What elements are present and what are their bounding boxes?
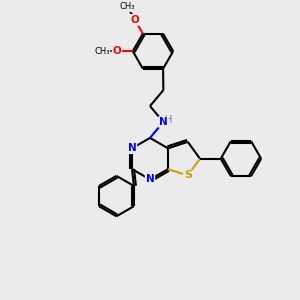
Text: N: N: [128, 143, 136, 153]
Text: CH₃: CH₃: [94, 47, 110, 56]
Text: H: H: [165, 115, 172, 125]
Text: O: O: [112, 46, 121, 56]
Text: O: O: [130, 15, 139, 25]
Text: S: S: [184, 170, 192, 181]
Text: N: N: [159, 117, 168, 127]
Text: CH₃: CH₃: [120, 2, 135, 11]
Text: N: N: [146, 175, 154, 184]
